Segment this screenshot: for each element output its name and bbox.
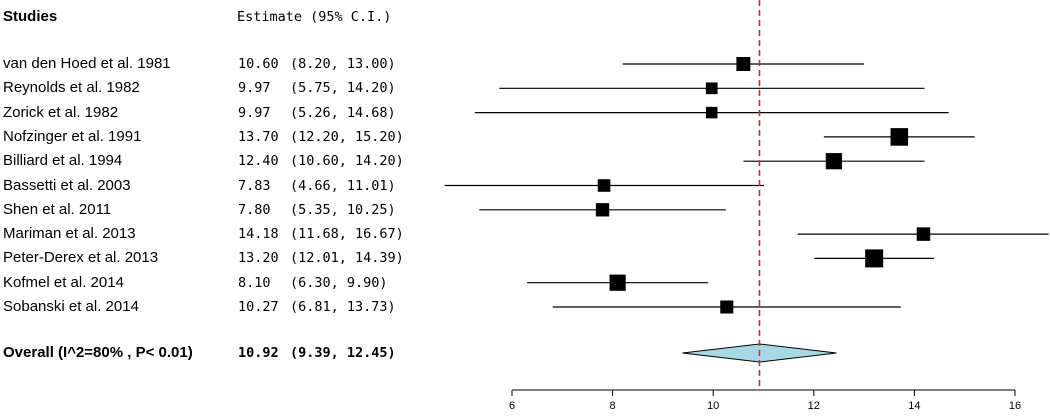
overall-ci: (9.39, 12.45): [290, 345, 396, 361]
study-label: Reynolds et al. 1982: [3, 79, 140, 97]
study-estimate: 10.60: [238, 56, 279, 72]
overall-estimate: 10.92: [238, 345, 279, 361]
study-estimate: 9.97: [238, 80, 271, 97]
study-label: Kofmel et al. 2014: [3, 273, 124, 291]
estimate-square: [865, 249, 884, 268]
study-estimate: 10.27: [238, 299, 279, 315]
study-ci: (11.68, 16.67): [290, 226, 404, 243]
header-studies: Studies: [3, 8, 58, 25]
estimate-square: [705, 82, 718, 95]
estimate-square: [825, 153, 843, 170]
study-estimate: 7.80: [238, 201, 271, 218]
study-label: Billiard et al. 1994: [3, 152, 123, 170]
study-label: Shen et al. 2011: [3, 200, 112, 218]
study-ci: (6.81, 13.73): [290, 299, 396, 315]
study-ci: (5.75, 14.20): [290, 80, 396, 97]
study-ci: (8.20, 13.00): [290, 56, 396, 72]
x-tick-label: 14: [908, 400, 920, 412]
study-estimate: 13.20: [238, 250, 279, 267]
x-tick-label: 16: [1009, 400, 1021, 412]
study-label: van den Hoed et al. 1981: [3, 55, 171, 72]
estimate-square: [916, 227, 931, 241]
estimate-square: [597, 179, 611, 192]
x-tick-label: 10: [707, 400, 719, 412]
study-label: Mariman et al. 2013: [3, 225, 136, 243]
study-ci: (12.20, 15.20): [290, 128, 404, 145]
estimate-square: [890, 128, 909, 146]
estimate-square: [705, 106, 718, 119]
estimate-square: [595, 203, 610, 217]
study-label: Bassetti et al. 2003: [3, 176, 131, 194]
study-ci: (6.30, 9.90): [290, 274, 388, 291]
study-estimate: 8.10: [238, 274, 271, 291]
x-tick-label: 6: [509, 400, 515, 412]
study-estimate: 14.18: [238, 226, 279, 243]
study-estimate: 12.40: [238, 153, 279, 170]
study-label: Sobanski et al. 2014: [3, 298, 139, 315]
study-estimate: 9.97: [238, 104, 271, 121]
x-tick-label: 8: [610, 400, 616, 412]
estimate-square: [720, 300, 734, 314]
study-ci: (10.60, 14.20): [290, 153, 404, 170]
study-ci: (12.01, 14.39): [290, 250, 404, 267]
study-estimate: 13.70: [238, 128, 279, 145]
study-ci: (4.66, 11.01): [290, 177, 396, 194]
x-tick-label: 12: [808, 400, 820, 412]
estimate-square: [736, 57, 751, 71]
study-estimate: 7.83: [238, 177, 271, 194]
estimate-square: [609, 274, 626, 291]
study-ci: (5.26, 14.68): [290, 104, 396, 121]
study-label: Nofzinger et al. 1991: [3, 127, 142, 145]
header-estimate: Estimate (95% C.I.): [237, 9, 392, 25]
study-label: Peter-Derex et al. 2013: [3, 249, 159, 267]
overall-label: Overall (I^2=80% , P< 0.01): [3, 344, 193, 361]
study-ci: (5.35, 10.25): [290, 201, 396, 218]
study-label: Zorick et al. 1982: [3, 103, 119, 121]
